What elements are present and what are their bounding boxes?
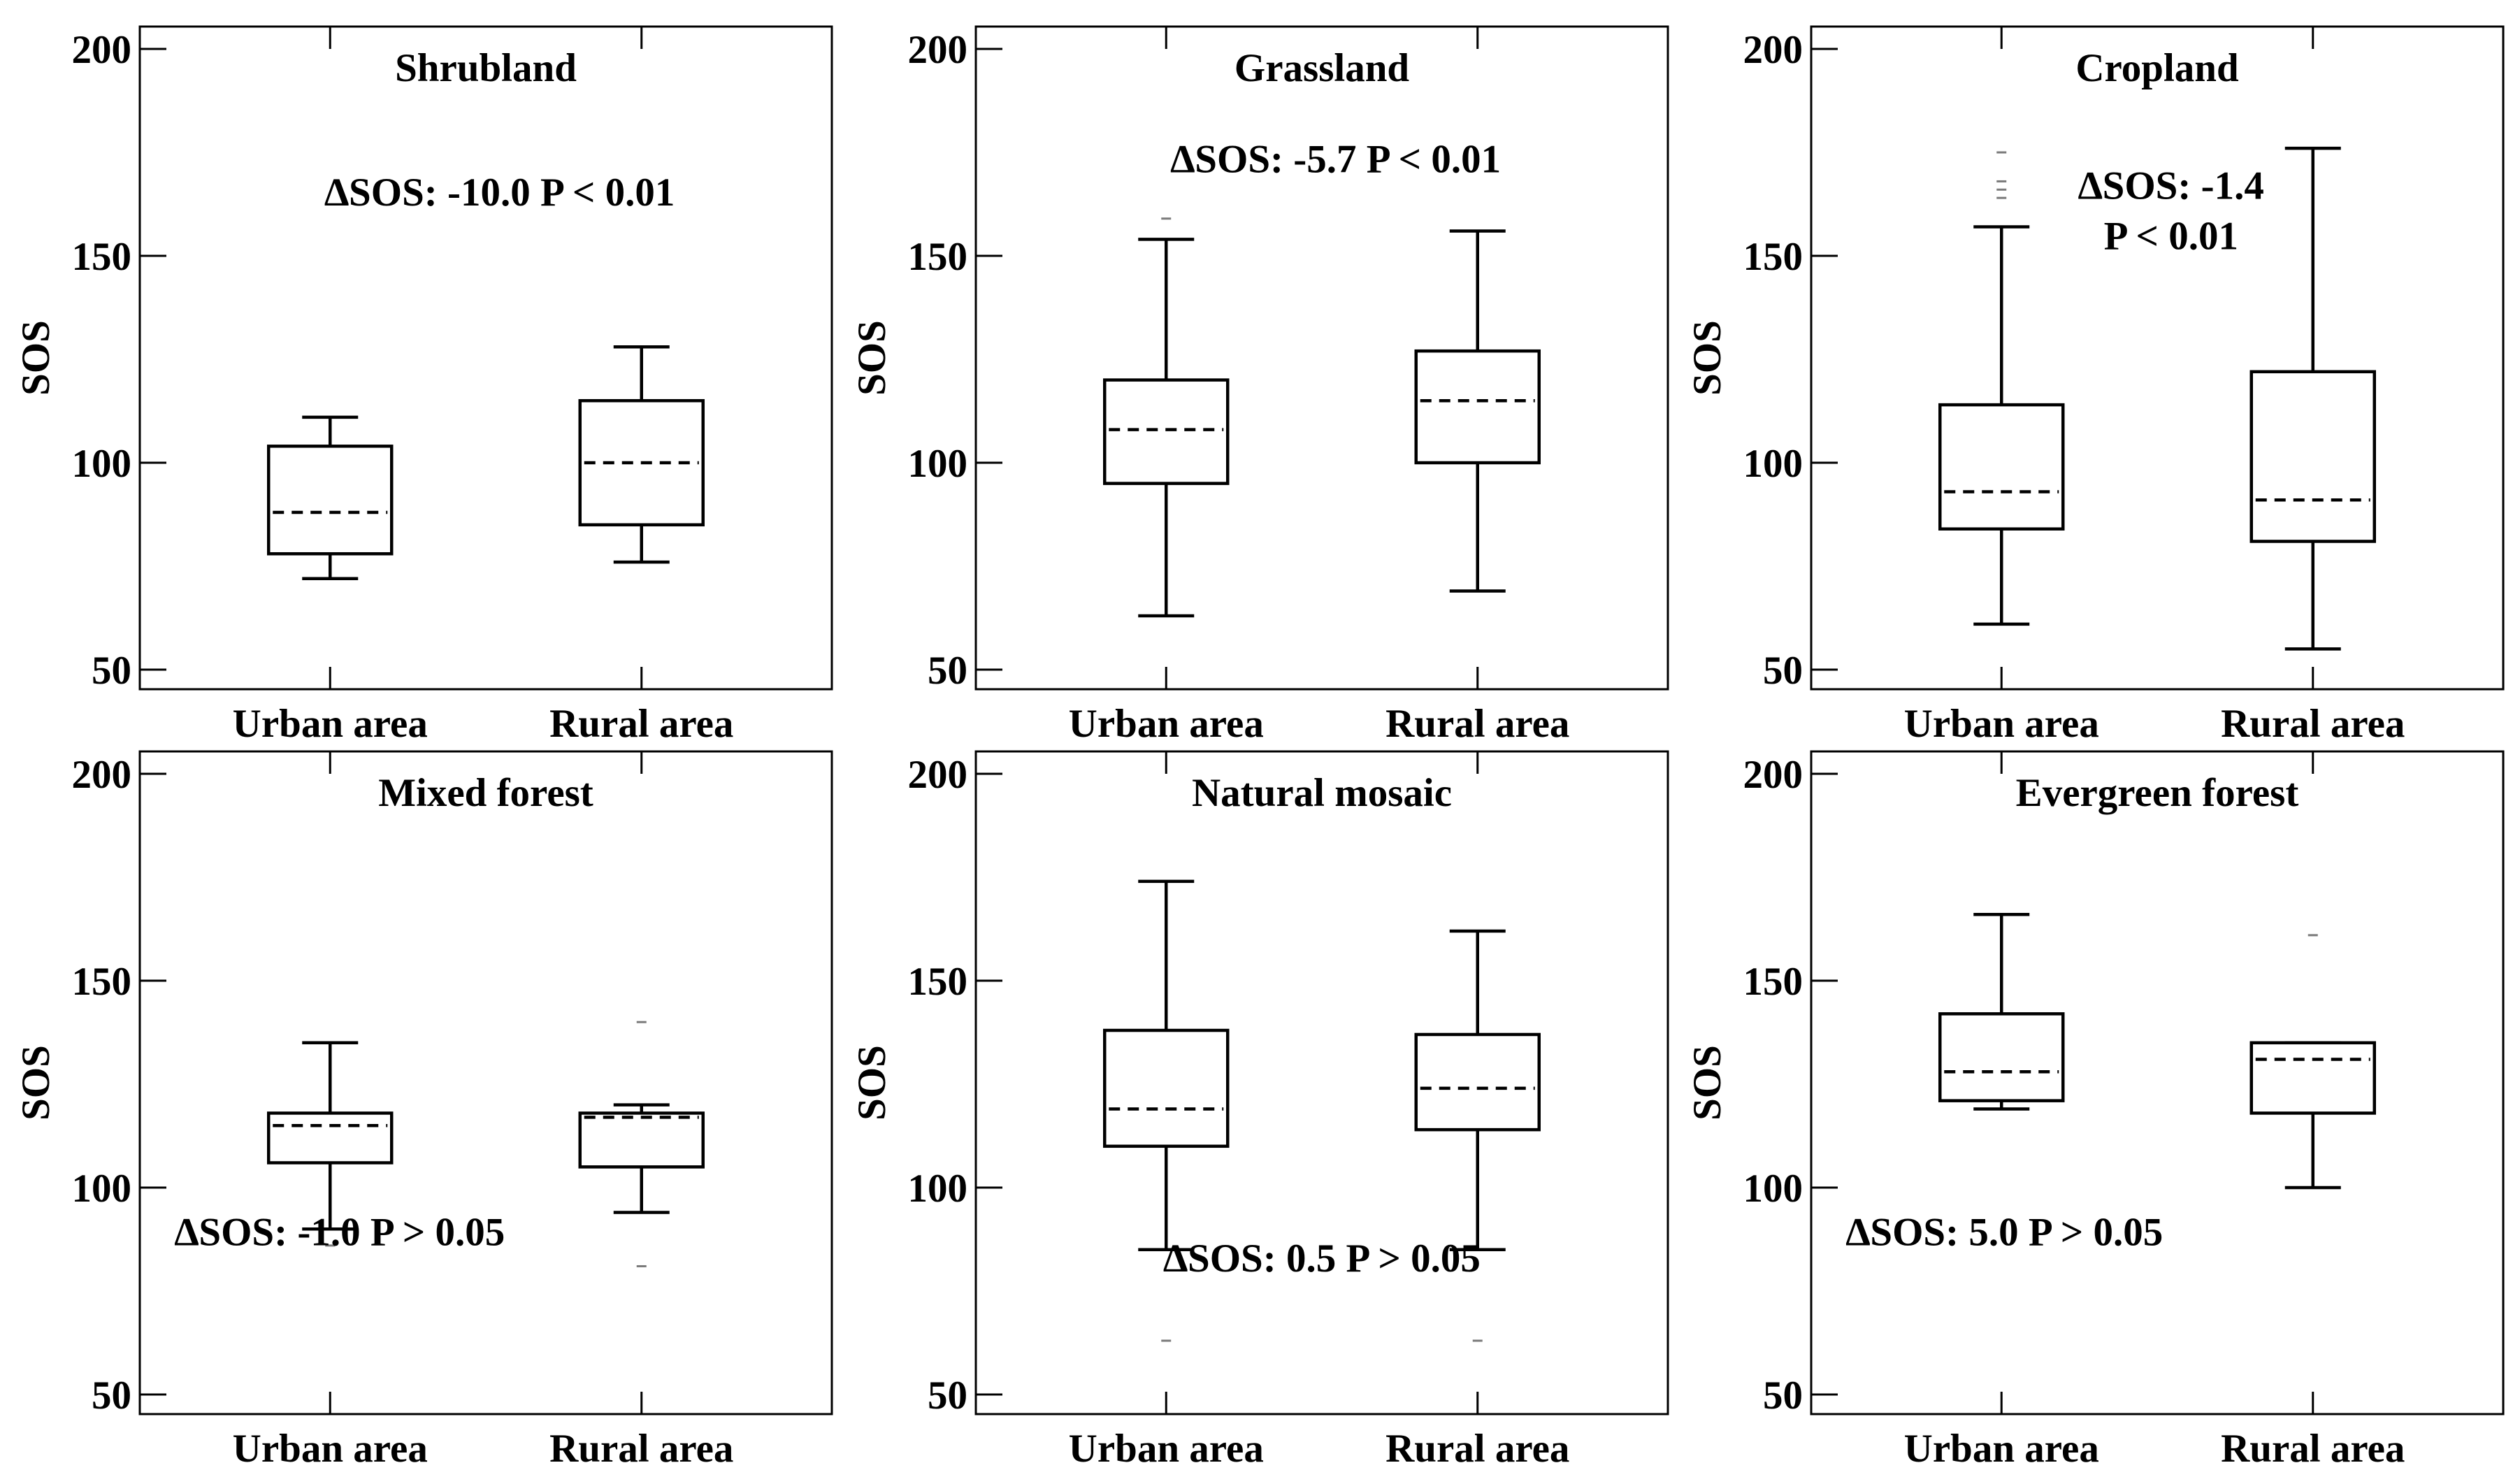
- x-tick-label: Rural area: [1385, 1427, 1569, 1470]
- y-axis-label: SOS: [14, 1045, 58, 1120]
- panel-title: Mixed forest: [378, 771, 593, 815]
- stat-annotation: ∆SOS: -1.0 P > 0.05: [175, 1210, 505, 1254]
- x-tick-label: Urban area: [1904, 702, 2099, 746]
- panel-5: 50 100 150 200 SOS Natural mosaic Urban area Ru…: [850, 750, 1669, 1470]
- y-tick-label: 150: [72, 235, 132, 279]
- panel-title: Evergreen forest: [2016, 771, 2299, 815]
- x-tick-label: Rural area: [2221, 1427, 2405, 1470]
- panel-title: Natural mosaic: [1192, 771, 1452, 815]
- y-tick-label: 50: [1763, 649, 1803, 693]
- y-tick-label: 150: [1743, 235, 1803, 279]
- y-tick-label: 150: [72, 960, 132, 1004]
- y-tick-label: 100: [1743, 1167, 1803, 1211]
- y-tick-label: 100: [1743, 442, 1803, 486]
- stat-annotation: P < 0.01: [2104, 214, 2238, 258]
- box-urban: [1938, 151, 2065, 626]
- box-rural: [578, 345, 705, 564]
- y-tick-label: 50: [928, 649, 967, 693]
- y-tick-label: 150: [908, 960, 968, 1004]
- y-axis-label: SOS: [1685, 1045, 1729, 1120]
- y-tick-label: 50: [92, 649, 131, 693]
- box-urban: [267, 415, 394, 581]
- panel-1: 50 100 150 200 SOS Shrubland Urban area Rural a…: [14, 25, 833, 746]
- y-tick-label: 100: [72, 1167, 132, 1211]
- panel-6: 50 100 150 200 SOS Evergreen forest Urban area…: [1685, 750, 2505, 1470]
- box-rural: [2249, 146, 2376, 651]
- panel-title: Grassland: [1234, 46, 1410, 90]
- box-urban: [1103, 879, 1230, 1342]
- y-tick-label: 200: [1743, 28, 1803, 72]
- iqr-box: [1938, 403, 2065, 531]
- x-tick-label: Rural area: [549, 702, 733, 746]
- stat-annotation: ∆SOS: 0.5 P > 0.05: [1163, 1237, 1481, 1281]
- stat-annotation: ∆SOS: -5.7 P < 0.01: [1170, 138, 1501, 182]
- x-tick-label: Rural area: [549, 1427, 733, 1470]
- y-tick-label: 200: [908, 28, 968, 72]
- iqr-box: [267, 445, 394, 556]
- y-tick-label: 100: [72, 442, 132, 486]
- y-axis-label: SOS: [850, 320, 894, 396]
- panel-title: Shrubland: [395, 46, 577, 90]
- box-rural: [578, 1021, 705, 1267]
- x-tick-label: Rural area: [2221, 702, 2405, 746]
- y-tick-label: 150: [908, 235, 968, 279]
- panel-title: Cropland: [2075, 46, 2239, 90]
- stat-annotation: ∆SOS: -10.0 P < 0.01: [324, 171, 675, 215]
- plot-frame: [138, 750, 833, 1415]
- box-urban: [267, 1041, 394, 1247]
- x-tick-label: Urban area: [1069, 702, 1264, 746]
- iqr-box: [1414, 349, 1541, 465]
- panel-4: 50 100 150 200 SOS Mixed forest Urban area Rura…: [14, 750, 833, 1470]
- x-tick-label: Rural area: [1385, 702, 1569, 746]
- stat-annotation: ∆SOS: -1.4: [2078, 164, 2264, 208]
- y-tick-label: 50: [1763, 1374, 1803, 1418]
- iqr-box: [267, 1111, 394, 1165]
- y-axis-label: SOS: [1685, 320, 1729, 396]
- iqr-box: [1414, 1032, 1541, 1132]
- x-tick-label: Urban area: [233, 1427, 428, 1470]
- y-tick-label: 100: [908, 1167, 968, 1211]
- x-tick-label: Urban area: [1904, 1427, 2099, 1470]
- box-rural: [1414, 229, 1541, 593]
- box-rural: [1414, 929, 1541, 1342]
- iqr-box: [1103, 1028, 1230, 1148]
- plot-frame: [974, 25, 1669, 691]
- box-rural: [2249, 934, 2376, 1190]
- y-tick-label: 200: [908, 753, 968, 797]
- iqr-box: [2249, 1041, 2376, 1115]
- panel-3: 50 100 150 200 SOS Cropland Urban area Rural ar…: [1685, 25, 2505, 746]
- y-tick-label: 50: [92, 1374, 131, 1418]
- y-tick-label: 200: [72, 753, 132, 797]
- box-urban: [1103, 217, 1230, 618]
- y-tick-label: 200: [72, 28, 132, 72]
- x-tick-label: Urban area: [233, 702, 428, 746]
- plot-frame: [138, 25, 833, 691]
- panel-2: 50 100 150 200 SOS Grassland Urban area Rural a…: [850, 25, 1669, 746]
- stat-annotation: ∆SOS: 5.0 P > 0.05: [1846, 1210, 2163, 1254]
- y-tick-label: 100: [908, 442, 968, 486]
- plot-frame: [1810, 25, 2505, 691]
- y-tick-label: 200: [1743, 753, 1803, 797]
- y-axis-label: SOS: [14, 320, 58, 396]
- y-tick-label: 50: [928, 1374, 967, 1418]
- iqr-box: [2249, 370, 2376, 543]
- plot-frame: [1810, 750, 2505, 1415]
- iqr-box: [1103, 378, 1230, 485]
- y-axis-label: SOS: [850, 1045, 894, 1120]
- x-tick-label: Urban area: [1069, 1427, 1264, 1470]
- iqr-box: [578, 1111, 705, 1169]
- y-tick-label: 150: [1743, 960, 1803, 1004]
- iqr-box: [1938, 1012, 2065, 1102]
- plot-frame: [974, 750, 1669, 1415]
- box-urban: [1938, 913, 2065, 1111]
